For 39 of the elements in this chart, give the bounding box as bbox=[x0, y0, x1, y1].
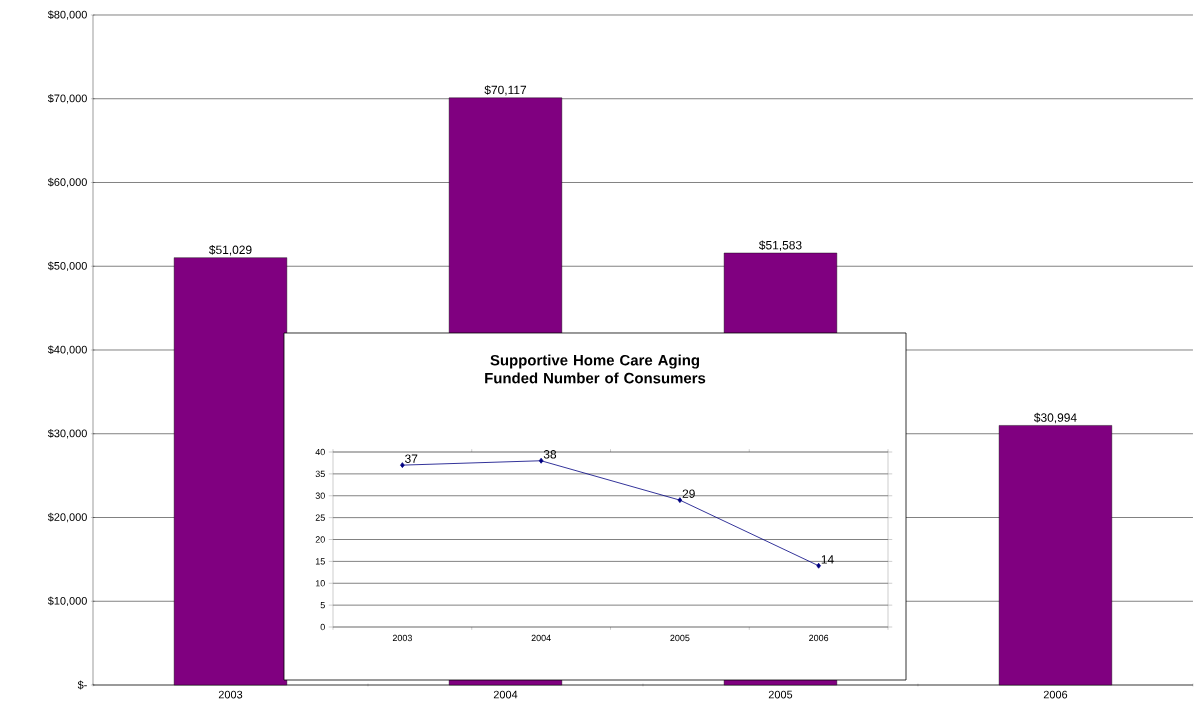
data-label: 29 bbox=[682, 489, 695, 498]
y-tick-label: 30 bbox=[315, 492, 325, 499]
point bbox=[816, 562, 821, 569]
y-tick-label: 20 bbox=[315, 536, 325, 543]
y-tick-label: $60,000 bbox=[47, 177, 87, 188]
y-tick-label: 5 bbox=[320, 601, 325, 609]
chart-title: Supportive Home Care Aging Funded Number of Consumers bbox=[485, 354, 706, 384]
x-tick-label: 2006 bbox=[809, 634, 829, 642]
y-tick-label: 0 bbox=[320, 623, 325, 631]
point bbox=[400, 462, 405, 469]
data-label: 38 bbox=[543, 450, 557, 459]
y-tick-label: 35 bbox=[315, 470, 325, 478]
y-tick-label: $- bbox=[77, 680, 87, 690]
y-tick-label: $40,000 bbox=[47, 345, 87, 355]
data-label: $51,029 bbox=[209, 245, 252, 256]
y-tick-label: $50,000 bbox=[47, 261, 87, 272]
y-tick-label: $10,000 bbox=[47, 596, 87, 607]
y-tick-label: $30,000 bbox=[47, 428, 87, 439]
x-tick-label: 2005 bbox=[670, 634, 690, 642]
point bbox=[538, 457, 544, 464]
x-tick-label: 2003 bbox=[392, 634, 412, 642]
x-tick-label: 2004 bbox=[531, 634, 551, 642]
y-tick-label: $20,000 bbox=[47, 512, 87, 523]
point bbox=[677, 497, 683, 504]
y-tick-label: $70,000 bbox=[47, 93, 87, 104]
data-label: 37 bbox=[405, 454, 418, 463]
y-tick-label: $80,000 bbox=[47, 10, 87, 20]
x-tick-label: 2004 bbox=[493, 690, 518, 699]
data-label: $30,994 bbox=[1033, 412, 1077, 424]
x-tick-label: 2005 bbox=[768, 690, 793, 699]
x-tick-label: 2006 bbox=[1043, 690, 1068, 699]
y-tick-label: 15 bbox=[315, 558, 325, 565]
x-tick-label: 2003 bbox=[218, 690, 243, 699]
y-tick-label: 25 bbox=[315, 514, 325, 521]
data-label: 14 bbox=[821, 555, 834, 564]
data-label: $51,583 bbox=[758, 240, 802, 251]
y-tick-label: 40 bbox=[315, 448, 325, 456]
y-tick-label: 10 bbox=[315, 580, 325, 587]
data-label: $70,117 bbox=[484, 85, 527, 96]
